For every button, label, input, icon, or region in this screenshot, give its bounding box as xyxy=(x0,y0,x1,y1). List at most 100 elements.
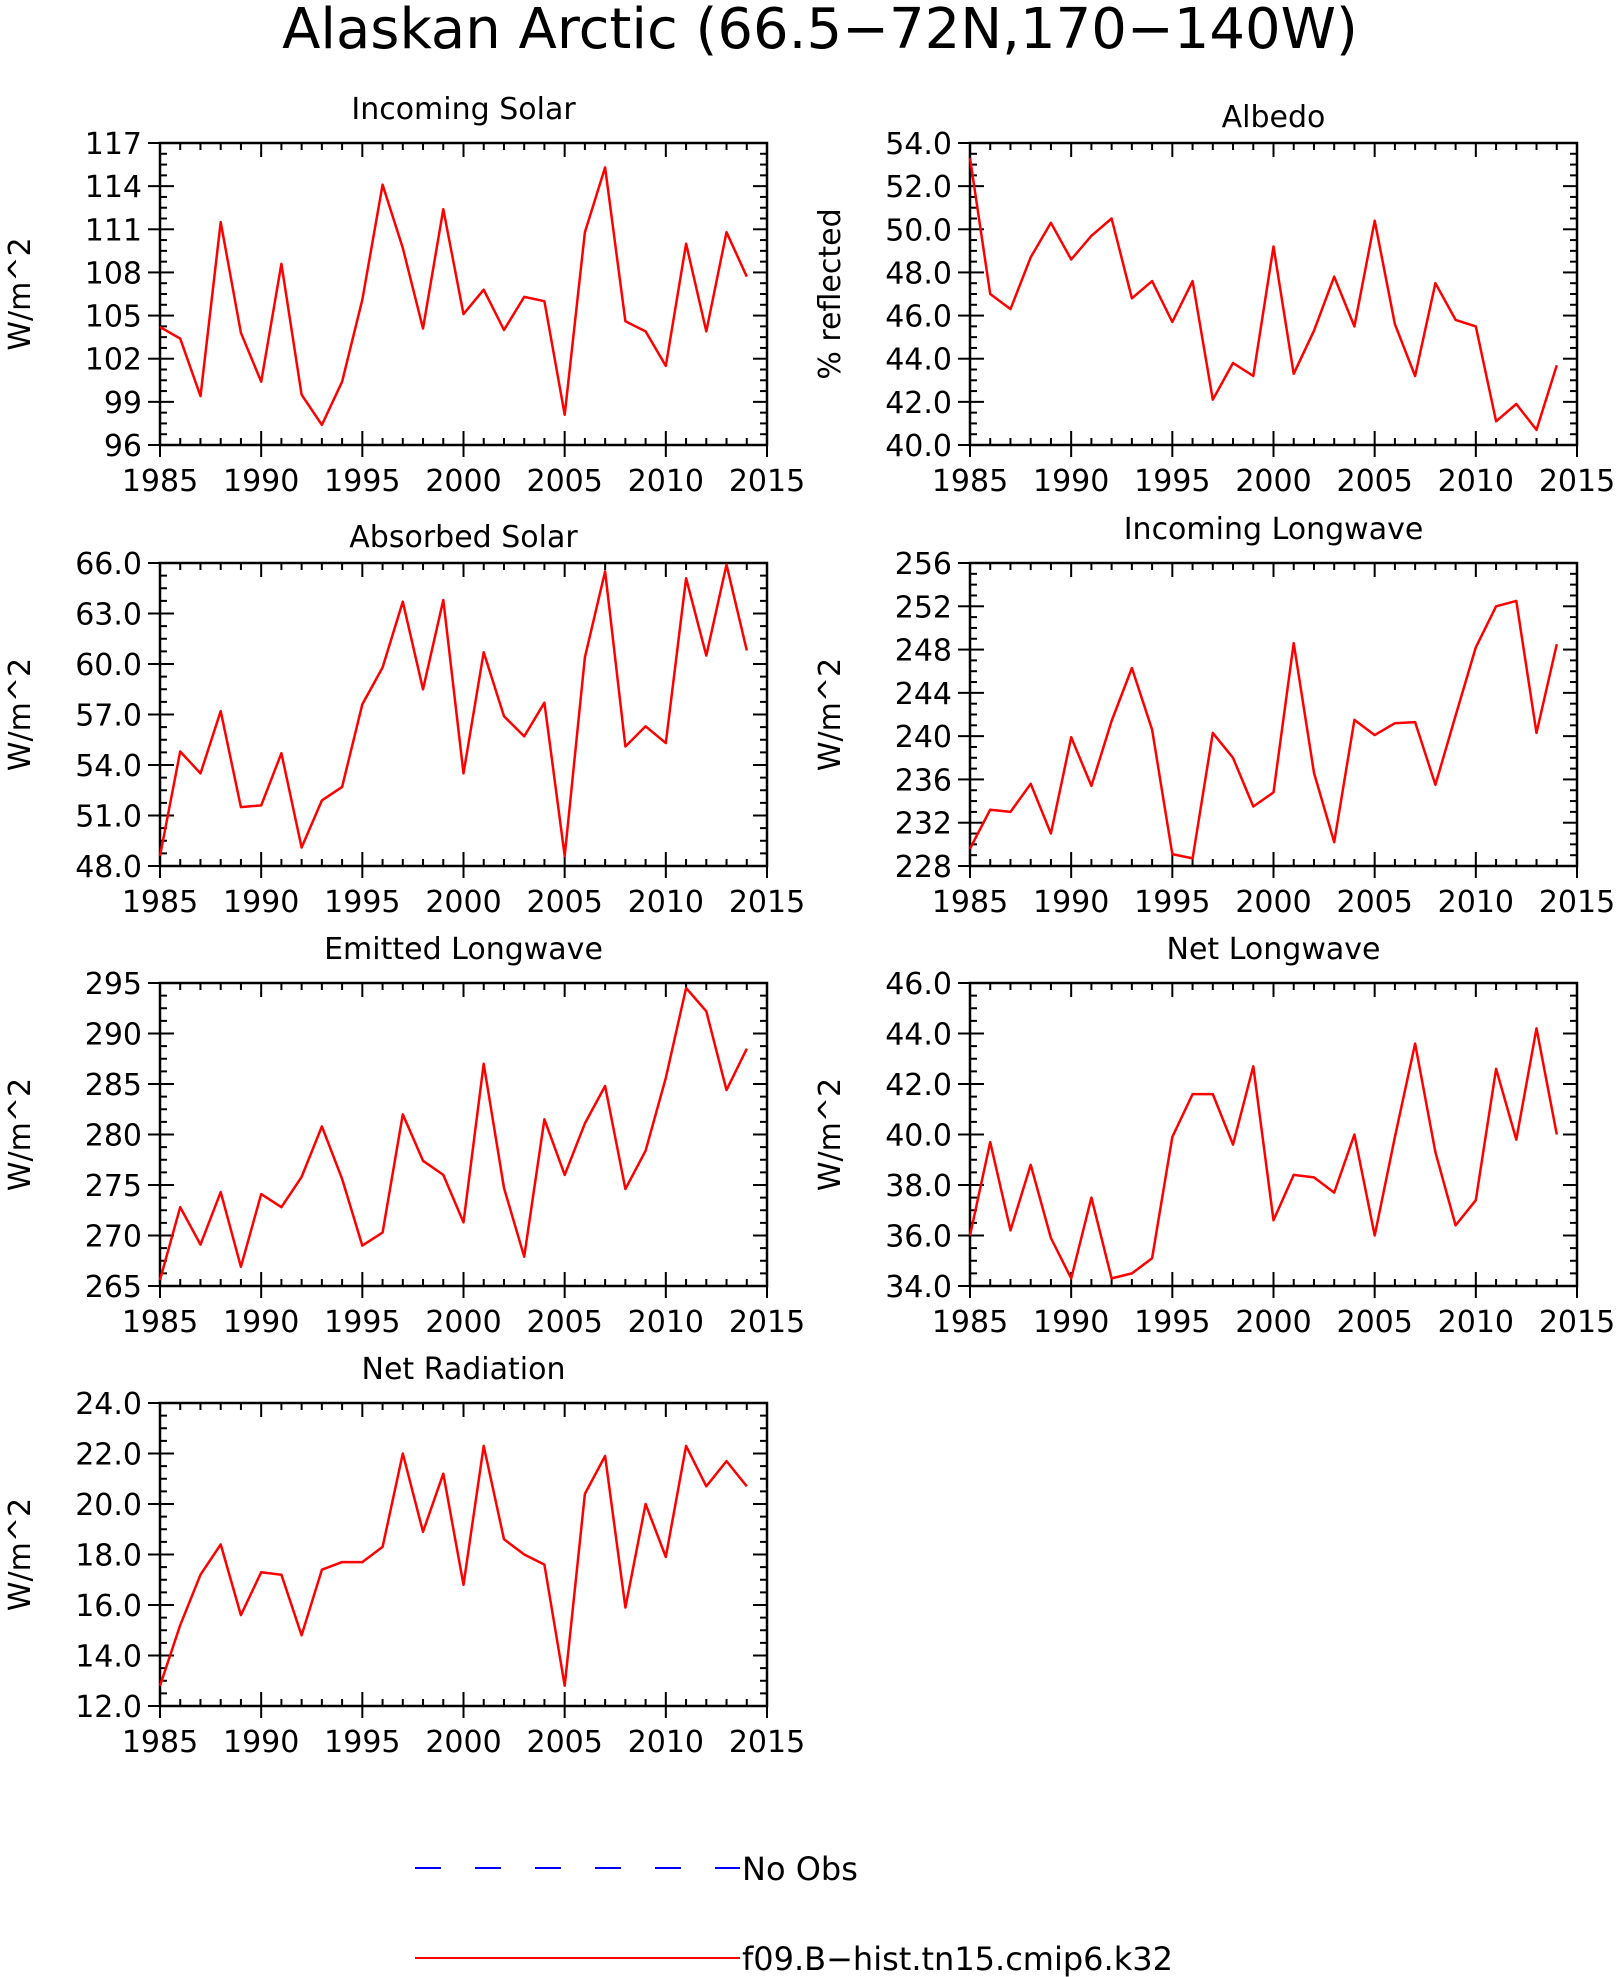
y-tick-label: 105 xyxy=(85,300,142,335)
y-tick-label: 36.0 xyxy=(885,1220,952,1255)
series-line xyxy=(158,986,748,1281)
x-tick-label: 2000 xyxy=(425,885,501,920)
x-tick-label: 2000 xyxy=(425,464,501,499)
x-tick-label: 1995 xyxy=(324,1725,400,1760)
panel-6: Net Longwave W/m^2 1985 1990 1995 2000 2005 201… xyxy=(813,932,1615,1340)
x-tick-label: 2005 xyxy=(1336,464,1412,499)
series-line xyxy=(158,563,749,858)
y-tick-label: 40.0 xyxy=(885,1119,952,1154)
x-tick-label: 1990 xyxy=(1033,1305,1109,1340)
y-tick-label: 57.0 xyxy=(75,699,142,734)
y-tick-label: 18.0 xyxy=(75,1539,142,1574)
x-tick-label: 2005 xyxy=(1336,1305,1412,1340)
x-tick-label: 2005 xyxy=(526,1725,602,1760)
x-tick-label: 1995 xyxy=(1134,1305,1210,1340)
y-tick-label: 34.0 xyxy=(885,1270,952,1305)
x-tick-label: 2000 xyxy=(1235,1305,1311,1340)
plot-frame xyxy=(158,561,769,868)
x-tick-label: 2010 xyxy=(1438,1305,1514,1340)
y-tick-label: 22.0 xyxy=(75,1438,142,1473)
y-axis-label: W/m^2 xyxy=(813,1078,848,1191)
x-tick-label: 1995 xyxy=(324,1305,400,1340)
y-tick-label: 295 xyxy=(85,967,142,1002)
panel-title: Emitted Longwave xyxy=(324,932,603,967)
y-tick-label: 232 xyxy=(895,807,952,842)
y-tick-label: 248 xyxy=(895,634,952,669)
y-axis-label: W/m^2 xyxy=(3,658,38,771)
y-tick-label: 52.0 xyxy=(885,170,952,205)
x-tick-label: 1990 xyxy=(223,1725,299,1760)
y-tick-label: 44.0 xyxy=(885,343,952,378)
y-tick-label: 228 xyxy=(895,850,952,885)
plot-frame xyxy=(158,1401,769,1708)
x-tick-label: 1995 xyxy=(324,464,400,499)
y-tick-label: 111 xyxy=(85,213,142,248)
panel-title: Incoming Longwave xyxy=(1124,512,1424,547)
x-tick-label: 2010 xyxy=(628,464,704,499)
y-tick-label: 117 xyxy=(85,127,142,162)
x-tick-label: 2015 xyxy=(1539,885,1615,920)
x-tick-label: 2015 xyxy=(729,464,805,499)
y-tick-label: 275 xyxy=(85,1169,142,1204)
y-tick-label: 46.0 xyxy=(885,300,952,335)
y-tick-label: 240 xyxy=(895,720,952,755)
x-tick-label: 1985 xyxy=(932,1305,1008,1340)
x-tick-label: 2010 xyxy=(628,1305,704,1340)
y-axis-label: % reflected xyxy=(813,208,848,379)
legend: No Obs f09.B−hist.tn15.cmip6.k32 xyxy=(415,1850,1173,1977)
panel-1: Incoming Solar W/m^2 1985 1990 1995 2000 2005 2… xyxy=(3,92,805,499)
y-tick-label: 12.0 xyxy=(75,1690,142,1725)
y-tick-label: 16.0 xyxy=(75,1589,142,1624)
x-tick-label: 2005 xyxy=(526,464,602,499)
y-tick-label: 48.0 xyxy=(885,256,952,291)
y-tick-label: 252 xyxy=(895,590,952,625)
y-tick-label: 14.0 xyxy=(75,1640,142,1675)
y-tick-label: 280 xyxy=(85,1119,142,1154)
x-tick-label: 1985 xyxy=(932,885,1008,920)
panel-2: Albedo % reflected 1985 1990 1995 2000 2005 201… xyxy=(813,100,1615,499)
x-tick-label: 2010 xyxy=(1438,464,1514,499)
x-tick-label: 1990 xyxy=(223,885,299,920)
figure-title: Alaskan Arctic (66.5−72N,170−140W) xyxy=(282,0,1358,62)
x-tick-label: 1995 xyxy=(1134,885,1210,920)
panel-title: Net Longwave xyxy=(1167,932,1381,967)
panel-title: Absorbed Solar xyxy=(349,520,578,555)
y-tick-label: 96 xyxy=(104,429,142,464)
x-tick-label: 2005 xyxy=(526,885,602,920)
x-tick-label: 1990 xyxy=(1033,885,1109,920)
y-axis-label: W/m^2 xyxy=(3,1498,38,1611)
y-tick-label: 63.0 xyxy=(75,598,142,633)
x-tick-label: 2005 xyxy=(1336,885,1412,920)
x-tick-label: 1985 xyxy=(122,464,198,499)
x-tick-label: 2005 xyxy=(526,1305,602,1340)
y-tick-label: 51.0 xyxy=(75,800,142,835)
y-tick-label: 290 xyxy=(85,1018,142,1053)
x-tick-label: 1990 xyxy=(1033,464,1109,499)
y-axis-label: W/m^2 xyxy=(3,1078,38,1191)
panel-3: Absorbed Solar W/m^2 1985 1990 1995 2000 2005 2… xyxy=(3,520,805,920)
x-tick-label: 2015 xyxy=(729,1305,805,1340)
x-tick-label: 2015 xyxy=(729,885,805,920)
y-tick-label: 270 xyxy=(85,1220,142,1255)
x-tick-label: 1985 xyxy=(122,885,198,920)
y-tick-label: 108 xyxy=(85,256,142,291)
x-tick-label: 1990 xyxy=(223,1305,299,1340)
x-tick-label: 1985 xyxy=(122,1725,198,1760)
legend-model-label: f09.B−hist.tn15.cmip6.k32 xyxy=(742,1940,1173,1977)
plot-frame xyxy=(158,141,769,447)
series-line xyxy=(968,1027,1559,1280)
y-tick-label: 54.0 xyxy=(885,127,952,162)
y-tick-label: 99 xyxy=(104,386,142,421)
y-tick-label: 40.0 xyxy=(885,429,952,464)
y-tick-label: 48.0 xyxy=(75,850,142,885)
x-tick-label: 2000 xyxy=(1235,885,1311,920)
plot-frame xyxy=(968,561,1579,868)
y-tick-label: 38.0 xyxy=(885,1169,952,1204)
legend-no-obs-label: No Obs xyxy=(742,1850,858,1888)
x-tick-label: 2000 xyxy=(1235,464,1311,499)
y-tick-label: 256 xyxy=(895,547,952,582)
y-tick-label: 42.0 xyxy=(885,386,952,421)
panel-title: Net Radiation xyxy=(362,1352,566,1387)
y-axis-label: W/m^2 xyxy=(813,658,848,771)
